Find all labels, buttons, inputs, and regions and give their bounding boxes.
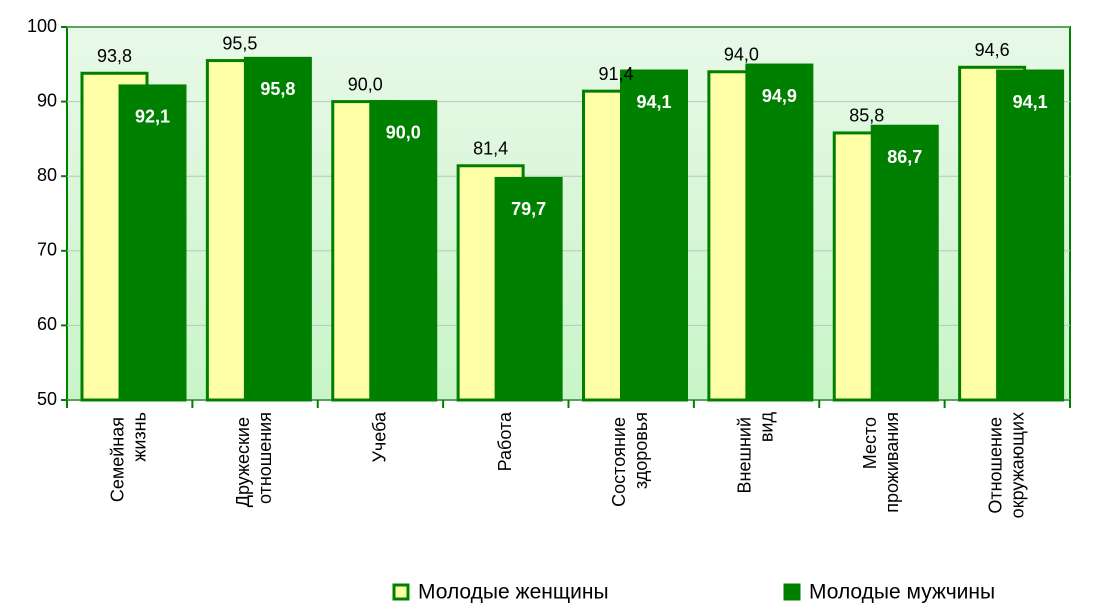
x-tick-label: Работа [495,411,515,471]
value-label: 90,0 [386,122,421,142]
value-label: 79,7 [511,199,546,219]
bar [494,176,563,402]
legend-label: Молодые женщины [418,581,609,604]
x-tick-label: Отношение окружающих [985,412,1027,518]
y-tick-label: 80 [37,165,57,185]
x-tick-label: Учеба [369,411,389,463]
x-tick-label-line: отношения [255,412,275,504]
value-label: 86,7 [887,147,922,167]
value-label: 94,9 [762,86,797,106]
y-tick-label: 90 [37,90,57,110]
x-tick-label-line: здоровья [631,412,651,489]
value-label: 94,1 [1013,92,1048,112]
value-label: 92,1 [135,107,170,127]
value-label: 85,8 [849,106,884,126]
x-tick-label: Место проживания [860,412,902,513]
value-label: 91,4 [598,64,633,84]
x-tick-label: Дружеские отношения [233,412,275,507]
x-tick-label-line: окружающих [1007,412,1027,518]
x-tick-label-line: Работа [495,411,515,471]
value-label: 95,8 [260,79,295,99]
bar [243,56,312,402]
value-label: 93,8 [97,46,132,66]
x-tick-label: Состояние здоровья [609,412,651,507]
x-tick-label-line: Учеба [369,411,389,463]
value-label: 94,6 [975,40,1010,60]
bar [996,69,1065,402]
x-tick-label-line: жизнь [129,412,149,462]
value-label: 90,0 [348,74,383,94]
x-tick-label-line: проживания [882,412,902,513]
legend-label: Молодые мужчины [809,581,995,604]
bar [369,100,438,402]
x-tick-label-line: Отношение [985,412,1005,514]
x-tick-label-line: Семейная [107,412,127,502]
bar [870,124,939,402]
x-tick-label-line: Состояние [609,412,629,507]
x-tick-label-line: вид [756,412,776,443]
legend-swatch [392,583,410,601]
bar [118,84,187,402]
x-tick-label: Семейная жизнь [107,412,149,502]
x-tick-label: Внешний вид [734,412,776,494]
x-tick-label-line: Внешний [734,412,754,493]
bar [745,63,814,402]
legend-swatch [783,583,801,601]
value-label: 81,4 [473,139,508,159]
y-tick-label: 70 [37,240,57,260]
value-label: 94,0 [724,45,759,65]
y-tick-label: 100 [27,16,57,36]
value-label: 94,1 [636,92,671,112]
x-tick-label-line: Дружеские [233,412,253,507]
x-tick-label-line: Место [860,412,880,469]
bar [620,69,688,402]
value-label: 95,5 [222,33,257,53]
y-tick-label: 50 [37,389,57,409]
y-tick-label: 60 [37,314,57,334]
